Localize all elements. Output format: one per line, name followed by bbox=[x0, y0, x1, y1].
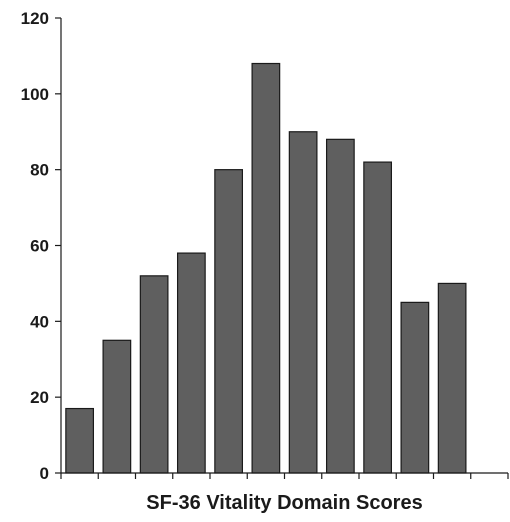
y-tick-label: 0 bbox=[40, 464, 49, 483]
y-tick-label: 100 bbox=[21, 85, 49, 104]
bar bbox=[400, 301, 430, 474]
bar bbox=[251, 62, 281, 474]
y-ticks-layer: 0 20 40 60 80 100 120 bbox=[21, 9, 61, 483]
y-tick-label: 80 bbox=[30, 161, 49, 180]
bar bbox=[437, 282, 467, 474]
bar bbox=[102, 339, 132, 474]
x-ticks-layer bbox=[60, 473, 509, 479]
bar bbox=[176, 252, 206, 474]
bar bbox=[139, 275, 169, 474]
bar bbox=[214, 169, 244, 474]
bar bbox=[65, 407, 95, 474]
y-tick-label: 60 bbox=[30, 237, 49, 256]
bars-layer bbox=[65, 62, 467, 474]
y-tick-label: 40 bbox=[30, 312, 49, 331]
y-tick-label: 20 bbox=[30, 388, 49, 407]
bar bbox=[288, 131, 318, 474]
x-axis-title: SF-36 Vitality Domain Scores bbox=[146, 492, 422, 514]
bar bbox=[325, 138, 355, 474]
y-tick-label: 120 bbox=[21, 9, 49, 28]
bar bbox=[363, 161, 393, 474]
